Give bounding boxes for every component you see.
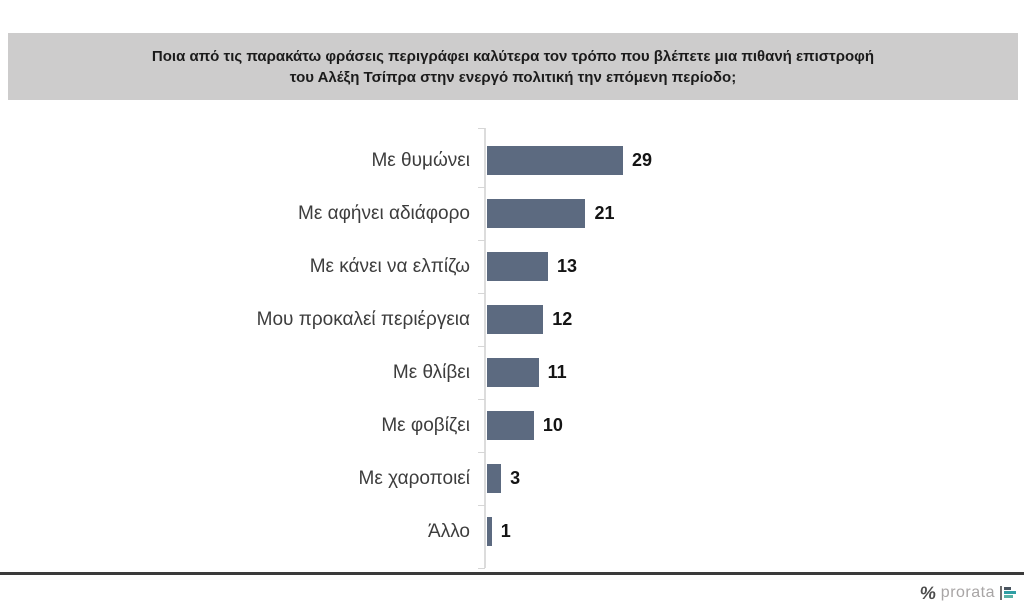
axis-tick (478, 293, 485, 294)
bar (487, 252, 548, 281)
bar (487, 411, 534, 440)
category-label: Άλλο (428, 521, 470, 542)
value-label: 10 (542, 415, 563, 435)
bar-row: Μου προκαλεί περιέργεια 12 (0, 293, 1024, 346)
bar (487, 305, 544, 334)
axis-tick (478, 568, 485, 569)
axis-tick (478, 240, 485, 241)
value-label: 13 (556, 256, 577, 276)
category-label: Με αφήνει αδιάφορο (298, 203, 470, 224)
category-label: Με θλίβει (392, 362, 470, 383)
category-label: Με φοβίζει (381, 415, 470, 436)
question-line-1: Ποια από τις παρακάτω φράσεις περιγράφει… (151, 47, 875, 65)
mini-barchart-icon (1000, 585, 1018, 601)
value-label: 29 (632, 150, 653, 170)
bar-row: Με χαροποιεί 3 (0, 452, 1024, 505)
value-label: 11 (547, 362, 567, 382)
axis-tick (478, 452, 485, 453)
axis-tick (478, 399, 485, 400)
logo-text: prorata (940, 584, 995, 601)
y-axis-line (484, 128, 486, 568)
value-label: 3 (510, 468, 521, 488)
bar-row: Με θλίβει 11 (0, 346, 1024, 399)
category-label: Με θυμώνει (371, 150, 470, 171)
percent-icon: % (918, 582, 937, 603)
bar (487, 517, 492, 546)
value-label: 12 (552, 309, 573, 329)
question-line-2: του Αλέξη Τσίπρα στην ενεργό πολιτική τη… (289, 68, 737, 86)
value-label: 1 (500, 521, 511, 541)
value-label: 21 (594, 203, 615, 223)
bar (487, 358, 539, 387)
bar-row: Με κάνει να ελπίζω 13 (0, 240, 1024, 293)
axis-tick (478, 505, 485, 506)
axis-tick (478, 128, 485, 129)
bar-row: Με αφήνει αδιάφορο 21 (0, 187, 1024, 240)
bar (487, 146, 623, 175)
prorata-logo: % prorata (918, 582, 1018, 604)
bar-row: Με θυμώνει 29 (0, 134, 1024, 187)
bar-row: Με φοβίζει 10 (0, 399, 1024, 452)
bar (487, 199, 586, 228)
question-banner: Ποια από τις παρακάτω φράσεις περιγράφει… (8, 33, 1018, 100)
category-label: Με κάνει να ελπίζω (309, 256, 470, 277)
bar-row: Άλλο 1 (0, 505, 1024, 558)
bar (487, 464, 502, 493)
footer-divider (0, 572, 1024, 575)
category-label: Με χαροποιεί (358, 468, 470, 489)
axis-tick (478, 346, 485, 347)
category-label: Μου προκαλεί περιέργεια (256, 309, 470, 330)
axis-tick (478, 187, 485, 188)
